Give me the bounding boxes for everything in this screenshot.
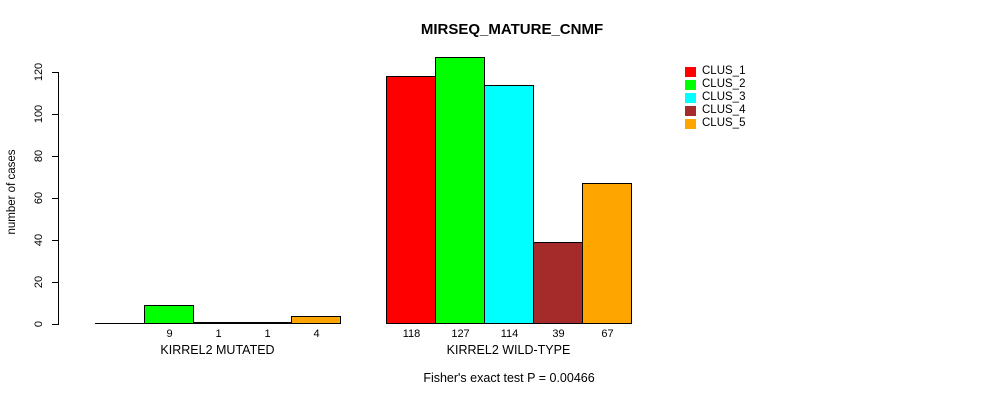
bar-value-clus-4-kirrel2-wild-type: 39	[552, 328, 565, 340]
group-label-kirrel2-wild-type: KIRREL2 WILD-TYPE	[446, 343, 571, 357]
legend-label-clus-3: CLUS_3	[702, 91, 746, 103]
bar-clus-5-kirrel2-wild-type	[582, 183, 632, 324]
legend-item-clus-5: CLUS_5	[685, 117, 745, 130]
legend-label-clus-2: CLUS_2	[702, 78, 746, 90]
bar-clus-2-kirrel2-mutated	[144, 305, 194, 324]
y-axis-tick	[52, 72, 58, 73]
y-axis-tick	[52, 324, 58, 325]
bar-clus-2-kirrel2-wild-type	[435, 57, 485, 324]
bar-value-clus-3-kirrel2-mutated: 1	[215, 328, 222, 340]
y-axis-tick-label: 120	[33, 62, 45, 82]
group-label-kirrel2-mutated: KIRREL2 MUTATED	[160, 343, 275, 357]
bar-value-clus-5-kirrel2-mutated: 4	[313, 328, 320, 340]
y-axis-tick	[52, 114, 58, 115]
y-axis-tick-label: 60	[33, 191, 45, 205]
bar-value-clus-1-kirrel2-wild-type: 118	[402, 328, 421, 340]
bar-clus-1-kirrel2-wild-type	[386, 76, 436, 324]
bar-clus-3-kirrel2-mutated	[193, 322, 243, 324]
legend-label-clus-5: CLUS_5	[702, 117, 746, 129]
bar-clus-4-kirrel2-mutated	[242, 322, 292, 324]
y-axis-tick-label: 40	[33, 233, 45, 247]
bar-clus-3-kirrel2-wild-type	[484, 85, 534, 324]
legend-swatch-clus-2	[685, 79, 696, 90]
bar-value-clus-2-kirrel2-wild-type: 127	[451, 328, 470, 340]
y-axis-tick	[52, 198, 58, 199]
bar-value-clus-5-kirrel2-wild-type: 67	[601, 328, 614, 340]
y-axis-tick-label: 80	[33, 149, 45, 163]
fisher-test-annotation: Fisher's exact test P = 0.00466	[423, 371, 595, 385]
y-axis-line	[58, 72, 59, 325]
legend-item-clus-2: CLUS_2	[685, 78, 745, 91]
bar-value-clus-3-kirrel2-wild-type: 114	[500, 328, 519, 340]
y-axis-tick	[52, 156, 58, 157]
y-axis-tick-label: 100	[33, 104, 45, 124]
y-axis-tick	[52, 240, 58, 241]
bar-value-clus-4-kirrel2-mutated: 1	[264, 328, 271, 340]
y-axis-tick-label: 20	[33, 275, 45, 289]
bar-value-clus-2-kirrel2-mutated: 9	[166, 328, 173, 340]
y-axis-label: number of cases	[6, 149, 18, 235]
bar-clus-4-kirrel2-wild-type	[533, 242, 583, 324]
legend-swatch-clus-3	[685, 92, 696, 103]
chart-title: MIRSEQ_MATURE_CNMF	[420, 21, 604, 38]
legend-item-clus-4: CLUS_4	[685, 104, 745, 117]
y-axis-tick	[52, 282, 58, 283]
legend-swatch-clus-5	[685, 118, 696, 129]
legend-label-clus-4: CLUS_4	[702, 104, 746, 116]
legend-swatch-clus-1	[685, 66, 696, 77]
legend-swatch-clus-4	[685, 105, 696, 116]
legend-item-clus-3: CLUS_3	[685, 91, 745, 104]
bar-clus-5-kirrel2-mutated	[291, 316, 341, 324]
legend-label-clus-1: CLUS_1	[702, 65, 746, 77]
legend: CLUS_1 CLUS_2 CLUS_3 CLUS_4 CLUS_5	[685, 65, 745, 130]
y-axis-tick-label: 0	[33, 320, 45, 328]
legend-item-clus-1: CLUS_1	[685, 65, 745, 78]
